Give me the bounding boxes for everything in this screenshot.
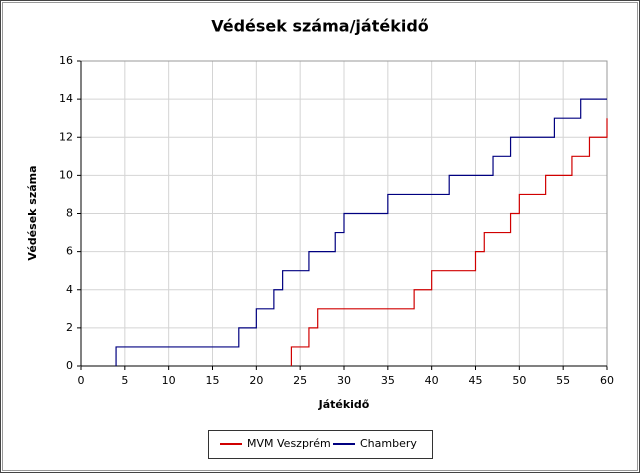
y-tick-label: 16 [59, 54, 73, 67]
chart-title: Védések száma/játékidő [211, 17, 429, 36]
x-tick-label: 45 [469, 374, 483, 387]
y-tick-label: 4 [66, 283, 73, 296]
y-tick-label: 10 [59, 168, 73, 181]
x-tick-label: 10 [162, 374, 176, 387]
x-tick-label: 30 [337, 374, 351, 387]
x-tick-label: 40 [425, 374, 439, 387]
x-tick-label: 0 [78, 374, 85, 387]
y-tick-label: 8 [66, 207, 73, 220]
x-tick-label: 5 [121, 374, 128, 387]
series-line [290, 118, 608, 366]
x-tick-label: 20 [249, 374, 263, 387]
legend-box [208, 430, 433, 459]
y-tick-label: 0 [66, 359, 73, 372]
x-tick-label: 50 [512, 374, 526, 387]
y-tick-label: 14 [59, 92, 73, 105]
x-tick-label: 55 [556, 374, 570, 387]
x-tick-label: 60 [600, 374, 614, 387]
legend-label: Chambery [360, 437, 417, 450]
x-tick-label: 35 [381, 374, 395, 387]
y-tick-label: 2 [66, 321, 73, 334]
legend-label: MVM Veszprém [247, 437, 331, 450]
series-line [115, 98, 607, 366]
y-tick-label: 12 [59, 130, 73, 143]
x-tick-label: 15 [206, 374, 220, 387]
y-tick-label: 6 [66, 245, 73, 258]
x-tick-label: 25 [293, 374, 307, 387]
y-axis-label: Védések száma [26, 165, 39, 260]
x-axis-label: Játékidő [318, 398, 370, 411]
